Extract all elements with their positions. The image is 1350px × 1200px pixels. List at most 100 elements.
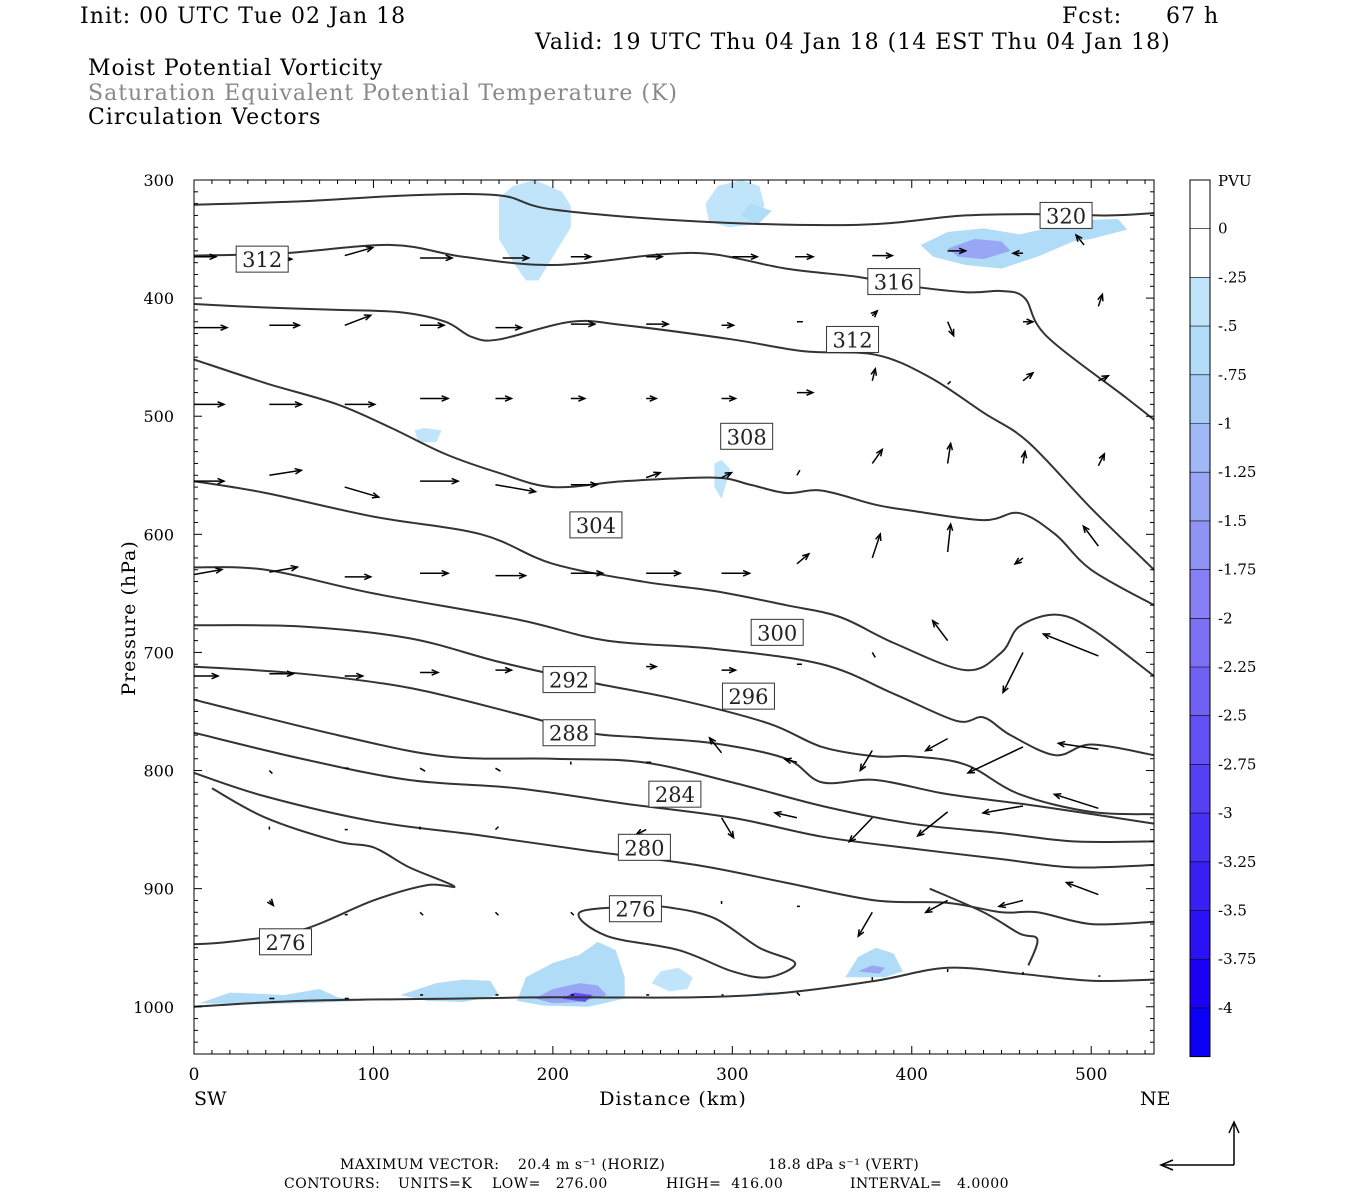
init-time: Init: 00 UTC Tue 02 Jan 18 bbox=[80, 4, 407, 29]
vector-shaft bbox=[269, 469, 302, 477]
contour-label: 292 bbox=[549, 669, 589, 693]
colorbar: 0 -.25 -.5 -.75 -1 -1.25 -1.5 -1.75 -2 -2.25 -2.5 -… bbox=[1189, 179, 1256, 1058]
vector-arrow bbox=[570, 911, 575, 916]
vector-arrow bbox=[721, 395, 738, 402]
vector-head bbox=[590, 481, 599, 489]
vector-shaft bbox=[857, 911, 873, 937]
x-tick-label: 300 bbox=[716, 1065, 748, 1085]
contour-label-box bbox=[750, 618, 804, 646]
vector-head bbox=[801, 552, 811, 561]
vector-shaft bbox=[708, 737, 723, 754]
vector-head bbox=[1098, 452, 1106, 461]
vector-head bbox=[727, 830, 735, 840]
vector-head bbox=[750, 253, 760, 261]
colorbar-label: -2.5 bbox=[1218, 707, 1247, 725]
colorbar-label: -.5 bbox=[1218, 317, 1237, 335]
contour-label-box bbox=[720, 422, 774, 450]
vector-arrow bbox=[1052, 792, 1099, 810]
vector-head bbox=[806, 389, 815, 397]
vector-arrow bbox=[946, 441, 954, 464]
vector-shaft bbox=[720, 817, 735, 839]
field-title-vectors: Circulation Vectors bbox=[88, 105, 322, 130]
vector-shaft bbox=[871, 449, 883, 464]
colorbar-label: -3 bbox=[1218, 804, 1233, 822]
vector-arrow bbox=[870, 309, 879, 318]
theta-contour bbox=[194, 731, 1154, 869]
colorbar-swatch bbox=[1190, 472, 1210, 521]
colorbar-swatch bbox=[1190, 569, 1210, 619]
vector-arrow bbox=[344, 672, 365, 680]
vector-head bbox=[870, 366, 878, 376]
vector-head bbox=[931, 619, 940, 628]
pv-shading bbox=[199, 180, 1128, 1007]
vector-arrow bbox=[570, 569, 605, 577]
vector-arrow bbox=[981, 805, 1024, 816]
vector-head bbox=[355, 672, 365, 680]
x-tick-label: 500 bbox=[1075, 1065, 1107, 1085]
vector-head bbox=[981, 808, 990, 816]
vector-shaft bbox=[1022, 451, 1026, 464]
vector-arrow bbox=[916, 811, 949, 838]
vector-shaft bbox=[268, 770, 273, 775]
vector-head bbox=[504, 395, 514, 402]
field-title-mpv: Moist Potential Vorticity bbox=[88, 56, 384, 81]
vector-arrow bbox=[419, 767, 426, 772]
vector-head bbox=[292, 321, 302, 329]
vector-arrow bbox=[732, 253, 760, 261]
vector-head bbox=[1056, 740, 1066, 748]
contour-label-box bbox=[867, 268, 921, 296]
vector-arrow bbox=[645, 471, 663, 479]
vector-arrow bbox=[923, 899, 949, 914]
vector-arrow bbox=[344, 486, 381, 499]
vector-arrow bbox=[495, 666, 514, 674]
vector-head bbox=[211, 672, 220, 680]
vector-head bbox=[504, 666, 514, 674]
vector-head bbox=[946, 522, 954, 531]
vector-shaft bbox=[784, 758, 798, 764]
vector-head bbox=[578, 395, 587, 402]
vector-arrow bbox=[570, 395, 587, 402]
vector-head bbox=[946, 441, 954, 451]
theta-contour bbox=[929, 887, 1039, 966]
vector-arrow bbox=[795, 253, 816, 261]
contour-label: 312 bbox=[242, 248, 282, 272]
vector-head bbox=[649, 663, 659, 671]
vector-shaft bbox=[419, 911, 424, 916]
vector-shaft bbox=[495, 483, 536, 493]
colorbar-label: -3.25 bbox=[1218, 853, 1256, 871]
vector-arrow bbox=[646, 569, 683, 577]
vector-shaft bbox=[859, 750, 873, 771]
vector-head bbox=[948, 328, 955, 338]
vector-arrow bbox=[420, 477, 461, 485]
theta-contour bbox=[194, 480, 1154, 677]
vector-head bbox=[857, 929, 865, 938]
vector-head bbox=[1011, 249, 1020, 257]
vector-shaft bbox=[344, 486, 379, 498]
pv-region bbox=[651, 967, 693, 992]
colorbar-swatch bbox=[1190, 520, 1210, 570]
vector-head bbox=[363, 573, 373, 581]
vector-head bbox=[1026, 371, 1035, 380]
circulation-vectors bbox=[194, 233, 1111, 1000]
x-end-label-left: SW bbox=[194, 1088, 227, 1110]
vector-arrow bbox=[1082, 524, 1099, 547]
vector-arrow bbox=[966, 746, 1024, 774]
vector-arrow bbox=[646, 320, 671, 328]
vector-head bbox=[649, 395, 659, 402]
pv-region bbox=[920, 218, 1128, 269]
contour-label: 316 bbox=[874, 271, 914, 295]
pv-region bbox=[400, 979, 500, 1003]
contour-label-box bbox=[259, 928, 313, 956]
vector-arrow bbox=[495, 483, 538, 495]
vector-arrow bbox=[194, 477, 226, 485]
vector-head bbox=[655, 253, 665, 261]
vector-arrow bbox=[708, 736, 723, 754]
colorbar-label: -1 bbox=[1218, 415, 1233, 433]
vector-arrow bbox=[344, 245, 375, 257]
vector-shaft bbox=[494, 911, 499, 916]
vector-arrow bbox=[783, 757, 798, 765]
theta-contours bbox=[194, 193, 1154, 1008]
vector-arrow bbox=[570, 253, 593, 261]
vector-shaft bbox=[946, 321, 955, 337]
contour-label: 304 bbox=[576, 514, 616, 538]
